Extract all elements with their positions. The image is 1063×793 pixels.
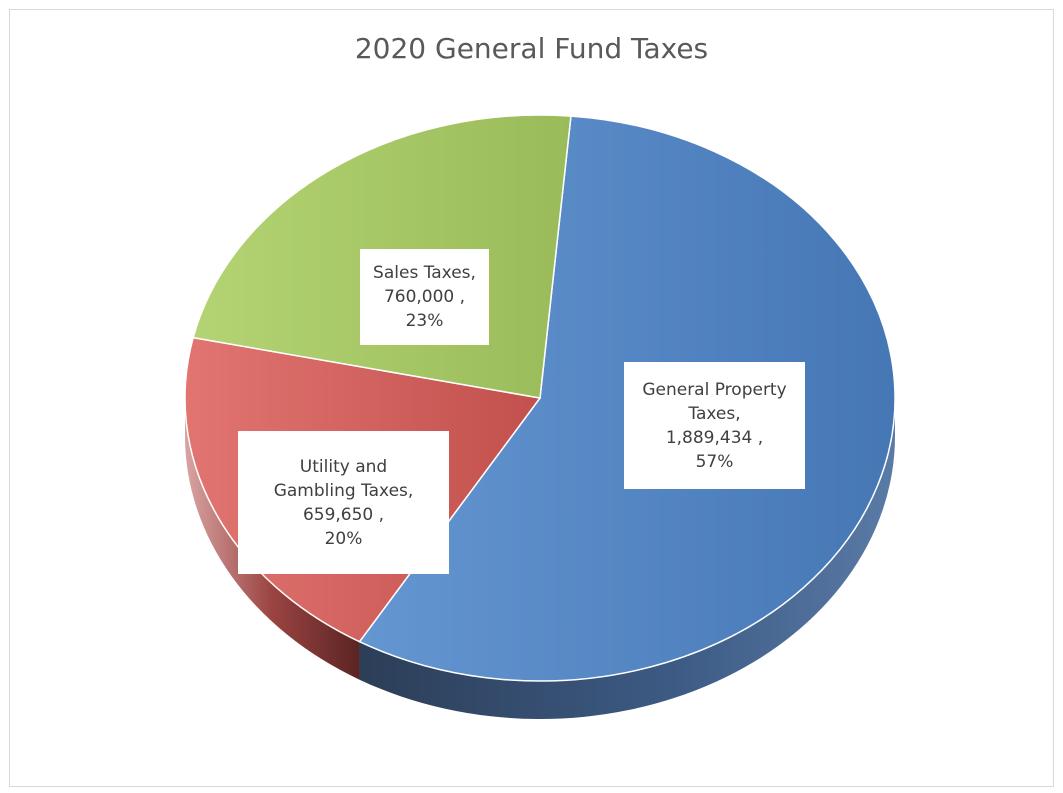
label-utility-gambling: Utility and Gambling Taxes, 659,650 , 20% [238,431,449,574]
label-value: 659,650 , [302,504,385,525]
chart-title: 2020 General Fund Taxes [354,32,709,65]
label-value: 760,000 , [383,287,466,307]
label-category: Sales Taxes, [373,263,476,283]
label-category: General Property [642,379,787,400]
label-value: 1,889,434 , [665,427,764,448]
label-percent: 23% [405,311,444,331]
label-category: Utility and [299,456,388,477]
label-category: Taxes, [688,403,741,424]
label-sales: Sales Taxes, 760,000 , 23% [360,249,489,345]
label-category: Gambling Taxes, [273,480,414,501]
slice-general-property-side [359,398,895,719]
label-percent: 20% [324,528,363,549]
label-general-property: General Property Taxes, 1,889,434 , 57% [624,362,805,489]
label-percent: 57% [695,451,734,472]
slice-utility-gambling-side [185,398,360,680]
